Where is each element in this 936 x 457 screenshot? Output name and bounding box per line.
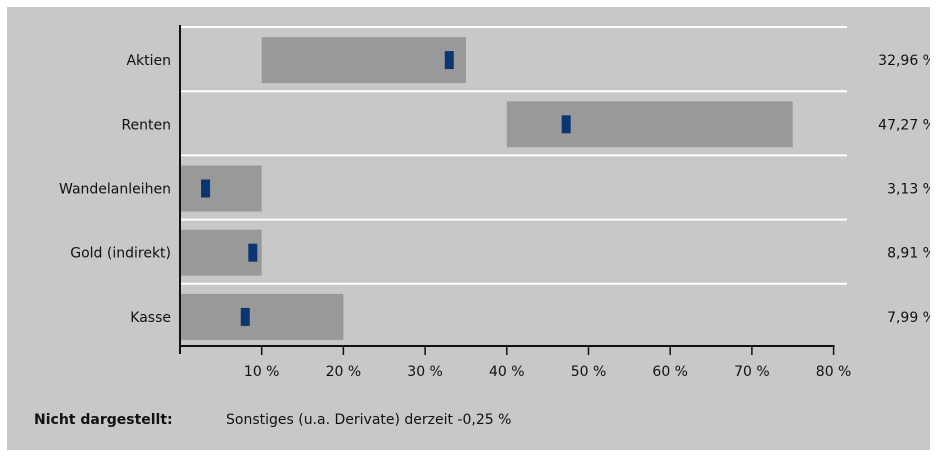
grid-layer — [180, 26, 847, 285]
category-label: Gold (indirekt) — [70, 246, 171, 262]
label-layer: Aktien 32,96 % Renten 47,27 % Wandelanleihen… — [59, 53, 930, 380]
bullet-chart: Aktien 32,96 % Renten 47,27 % Wandelanleihen… — [59, 25, 930, 380]
bar-layer — [180, 37, 793, 340]
axis-layer — [179, 25, 835, 355]
value-marker — [240, 307, 250, 326]
value-marker — [248, 243, 258, 262]
value-marker — [561, 115, 571, 134]
category-label: Kasse — [130, 310, 171, 326]
footnote-text: Sonstiges (u.a. Derivate) derzeit -0,25 … — [226, 412, 512, 428]
x-tick-label: 50 % — [571, 364, 607, 380]
footnote-label: Nicht dargestellt: — [34, 412, 173, 428]
x-tick-label: 80 % — [816, 364, 852, 380]
x-tick-label: 10 % — [244, 364, 280, 380]
category-label: Wandelanleihen — [59, 182, 171, 198]
value-label: 47,27 % — [878, 117, 930, 133]
chart-panel: Aktien 32,96 % Renten 47,27 % Wandelanleihen… — [7, 7, 930, 450]
value-label: 8,91 % — [887, 246, 930, 262]
value-label: 7,99 % — [887, 310, 930, 326]
x-tick-label: 40 % — [489, 364, 525, 380]
value-label: 32,96 % — [878, 53, 930, 69]
range-bar — [180, 165, 262, 212]
value-marker — [201, 179, 211, 198]
range-bar — [180, 293, 344, 340]
x-tick-label: 60 % — [652, 364, 688, 380]
x-tick-label: 20 % — [326, 364, 362, 380]
value-label: 3,13 % — [887, 182, 930, 198]
range-bar — [261, 37, 466, 84]
category-label: Aktien — [126, 53, 171, 69]
x-tick-label: 30 % — [407, 364, 443, 380]
value-marker — [444, 51, 454, 70]
range-bar — [506, 101, 793, 148]
range-bar — [180, 229, 262, 276]
footnote: Nicht dargestellt: Sonstiges (u.a. Deriv… — [34, 412, 511, 428]
category-label: Renten — [121, 117, 171, 133]
x-tick-label: 70 % — [734, 364, 770, 380]
